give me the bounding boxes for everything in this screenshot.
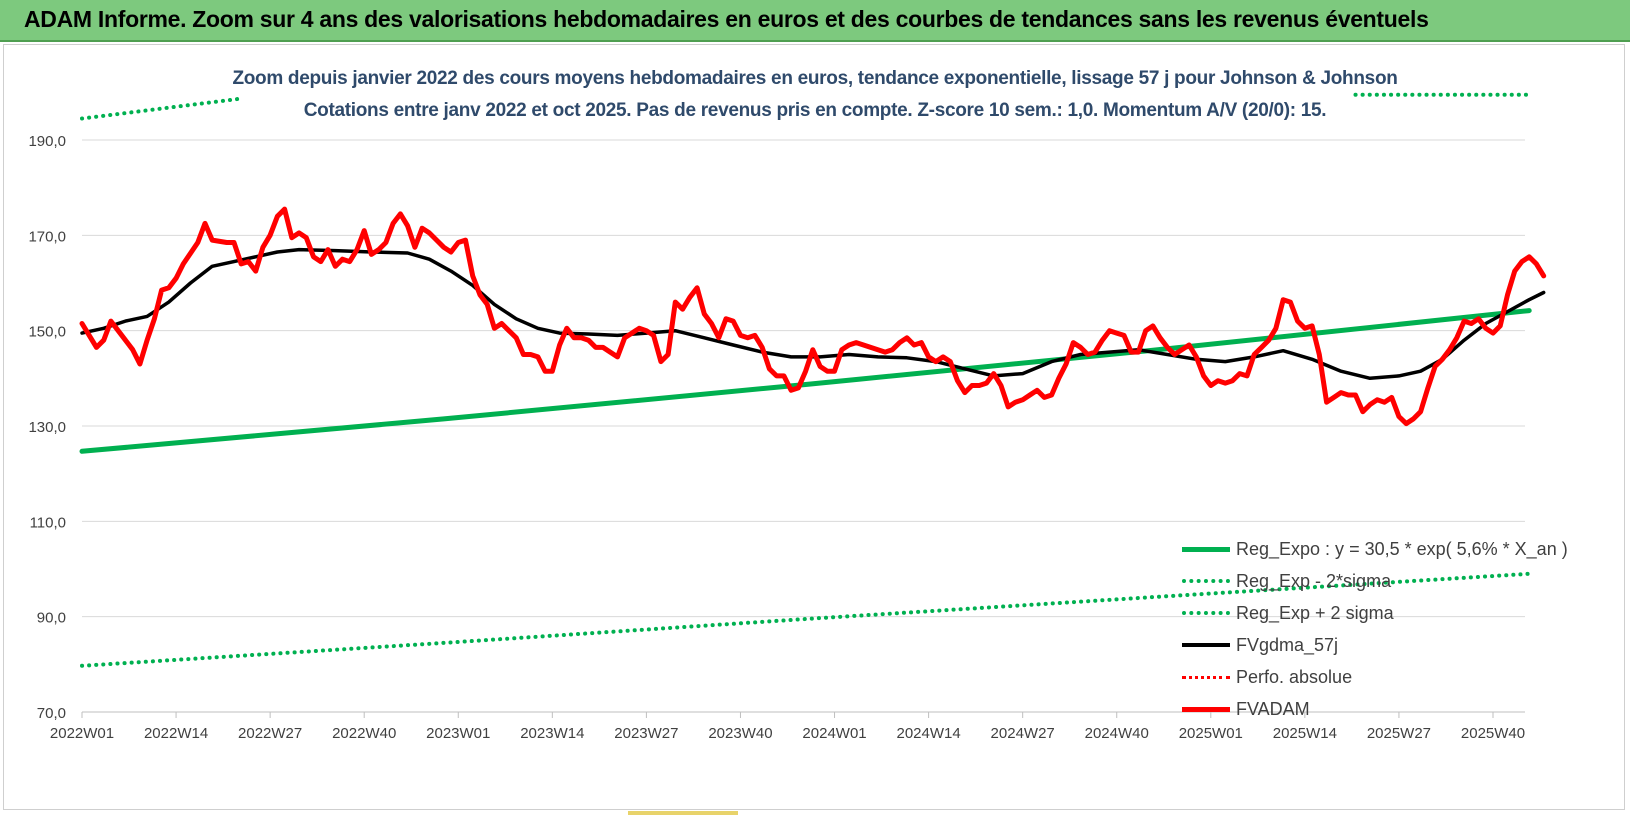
- legend-swatch-fvgdma: [1182, 643, 1230, 647]
- bottom-decoration: [628, 811, 738, 815]
- x-tick-label: 2024W40: [1085, 725, 1149, 742]
- report-banner: ADAM Informe. Zoom sur 4 ans des valoris…: [0, 0, 1630, 42]
- x-tick-label: 2022W01: [50, 725, 114, 742]
- legend-item-perfo: Perfo. absolue: [1182, 661, 1602, 693]
- axes: [81, 711, 1525, 718]
- x-tick-label: 2023W01: [426, 725, 490, 742]
- x-tick-label: 2024W01: [802, 725, 866, 742]
- legend-label-fvadam: FVADAM: [1236, 698, 1310, 719]
- y-tick-label: 110,0: [30, 514, 66, 531]
- y-tick-label: 70,0: [37, 705, 66, 722]
- y-tick-label: 190,0: [28, 133, 66, 150]
- y-tick-label: 90,0: [37, 610, 66, 627]
- legend-swatch-reg-expo: [1182, 546, 1230, 552]
- legend-item-reg-exp-plus: Reg_Exp + 2 sigma: [1182, 597, 1602, 629]
- series-reg-expo: [79, 308, 1532, 454]
- x-tick-labels: 2022W01 2022W14 2022W27 2022W40 2023W01 2023W…: [50, 725, 1525, 742]
- legend-item-fvgdma: FVgdma_57j: [1182, 629, 1602, 661]
- legend-item-reg-expo: Reg_Expo : y = 30,5 * exp( 5,6% * X_an ): [1182, 533, 1602, 565]
- x-tick-label: 2023W27: [614, 725, 678, 742]
- grid-lines: [82, 139, 1525, 618]
- x-tick-label: 2024W14: [896, 725, 960, 742]
- y-tick-label: 170,0: [28, 228, 66, 245]
- x-tick-label: 2022W14: [144, 725, 208, 742]
- x-tick-label: 2025W14: [1273, 725, 1337, 742]
- legend-label-reg-exp-minus: Reg_Exp - 2*sigma: [1236, 570, 1392, 591]
- legend-swatch-fvadam: [1182, 706, 1230, 712]
- legend-label-reg-expo: Reg_Expo : y = 30,5 * exp( 5,6% * X_an ): [1236, 538, 1568, 559]
- x-tick-label: 2023W40: [708, 725, 772, 742]
- legend-swatch-reg-exp-minus: [1182, 579, 1230, 583]
- x-tick-label: 2022W27: [238, 725, 302, 742]
- x-tick-label: 2022W40: [332, 725, 396, 742]
- y-tick-labels: 70,0 90,0 110,0 130,0 150,0 170,0 190,0: [28, 133, 66, 722]
- legend-item-reg-exp-minus: Reg_Exp - 2*sigma: [1182, 565, 1602, 597]
- legend-swatch-reg-exp-plus: [1182, 611, 1230, 615]
- y-tick-label: 130,0: [28, 419, 66, 436]
- chart-legend: Reg_Expo : y = 30,5 * exp( 5,6% * X_an )…: [1182, 533, 1602, 725]
- legend-swatch-perfo: [1182, 675, 1230, 679]
- series-reg-exp-minus-2sigma: [80, 571, 1532, 668]
- series-lines: [79, 92, 1547, 668]
- chart-frame: [3, 44, 1625, 810]
- legend-label-fvgdma: FVgdma_57j: [1236, 634, 1339, 655]
- series-fvgdma-57j: [80, 247, 1546, 381]
- x-tick-label: 2025W01: [1179, 725, 1243, 742]
- chart-title: Zoom depuis janvier 2022 des cours moyen…: [232, 68, 1398, 89]
- x-tick-label: 2025W27: [1367, 725, 1431, 742]
- x-tick-label: 2024W27: [991, 725, 1055, 742]
- x-tick-label: 2025W40: [1461, 725, 1525, 742]
- y-tick-label: 150,0: [28, 324, 66, 341]
- legend-item-fvadam: FVADAM: [1182, 693, 1602, 725]
- chart-subtitle: Cotations entre janv 2022 et oct 2025. P…: [303, 100, 1327, 121]
- legend-label-reg-exp-plus: Reg_Exp + 2 sigma: [1236, 602, 1394, 623]
- x-tick-label: 2023W14: [520, 725, 584, 742]
- series-reg-exp-plus-2sigma: [80, 97, 240, 121]
- legend-label-perfo: Perfo. absolue: [1236, 666, 1353, 687]
- series-fvadam: [79, 206, 1547, 427]
- report-title: ADAM Informe. Zoom sur 4 ans des valoris…: [24, 6, 1429, 32]
